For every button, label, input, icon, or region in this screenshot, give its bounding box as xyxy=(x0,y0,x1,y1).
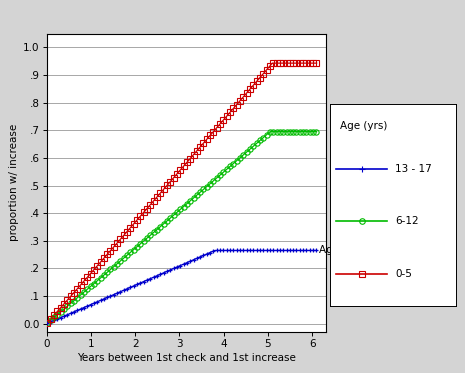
X-axis label: Years between 1st check and 1st increase: Years between 1st check and 1st increase xyxy=(77,353,295,363)
Text: Age (yrs): Age (yrs) xyxy=(340,120,387,131)
Text: 6-12: 6-12 xyxy=(395,216,419,226)
Y-axis label: proportion w/ increase: proportion w/ increase xyxy=(9,124,19,241)
Text: Age (yrs): Age (yrs) xyxy=(319,245,366,256)
Text: 0-5: 0-5 xyxy=(395,269,412,279)
Text: 13 - 17: 13 - 17 xyxy=(395,164,432,174)
